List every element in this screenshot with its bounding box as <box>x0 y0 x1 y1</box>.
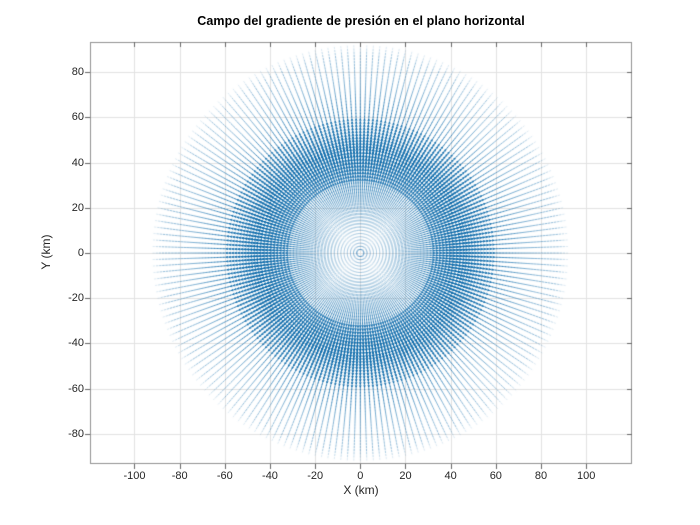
x-tick-label: 60 <box>489 470 502 482</box>
x-tick-label: 20 <box>399 470 412 482</box>
y-tick-label: 60 <box>71 111 84 124</box>
x-tick-label: -40 <box>262 470 278 482</box>
x-tick-label: 40 <box>444 470 457 482</box>
y-tick-label: -20 <box>68 292 84 305</box>
y-tick-label: 0 <box>77 247 84 259</box>
y-tick-label: 80 <box>71 66 84 79</box>
x-axis-label: X (km) <box>343 483 379 497</box>
x-tick-label: -80 <box>171 470 188 482</box>
x-tick-label: -100 <box>123 470 146 482</box>
y-tick-label: -40 <box>68 337 84 350</box>
x-tick-label: 80 <box>534 470 548 482</box>
y-tick-label: 20 <box>71 201 84 214</box>
y-tick-label: -80 <box>68 427 84 440</box>
y-axis-label: Y (km) <box>39 234 53 270</box>
x-tick-label: -60 <box>216 470 233 482</box>
x-tick-label: 100 <box>576 470 596 482</box>
x-tick-label: 0 <box>357 470 364 482</box>
y-tick-label: -60 <box>68 382 84 395</box>
y-tick-label: 40 <box>71 156 84 169</box>
x-tick-label: -20 <box>307 470 324 482</box>
